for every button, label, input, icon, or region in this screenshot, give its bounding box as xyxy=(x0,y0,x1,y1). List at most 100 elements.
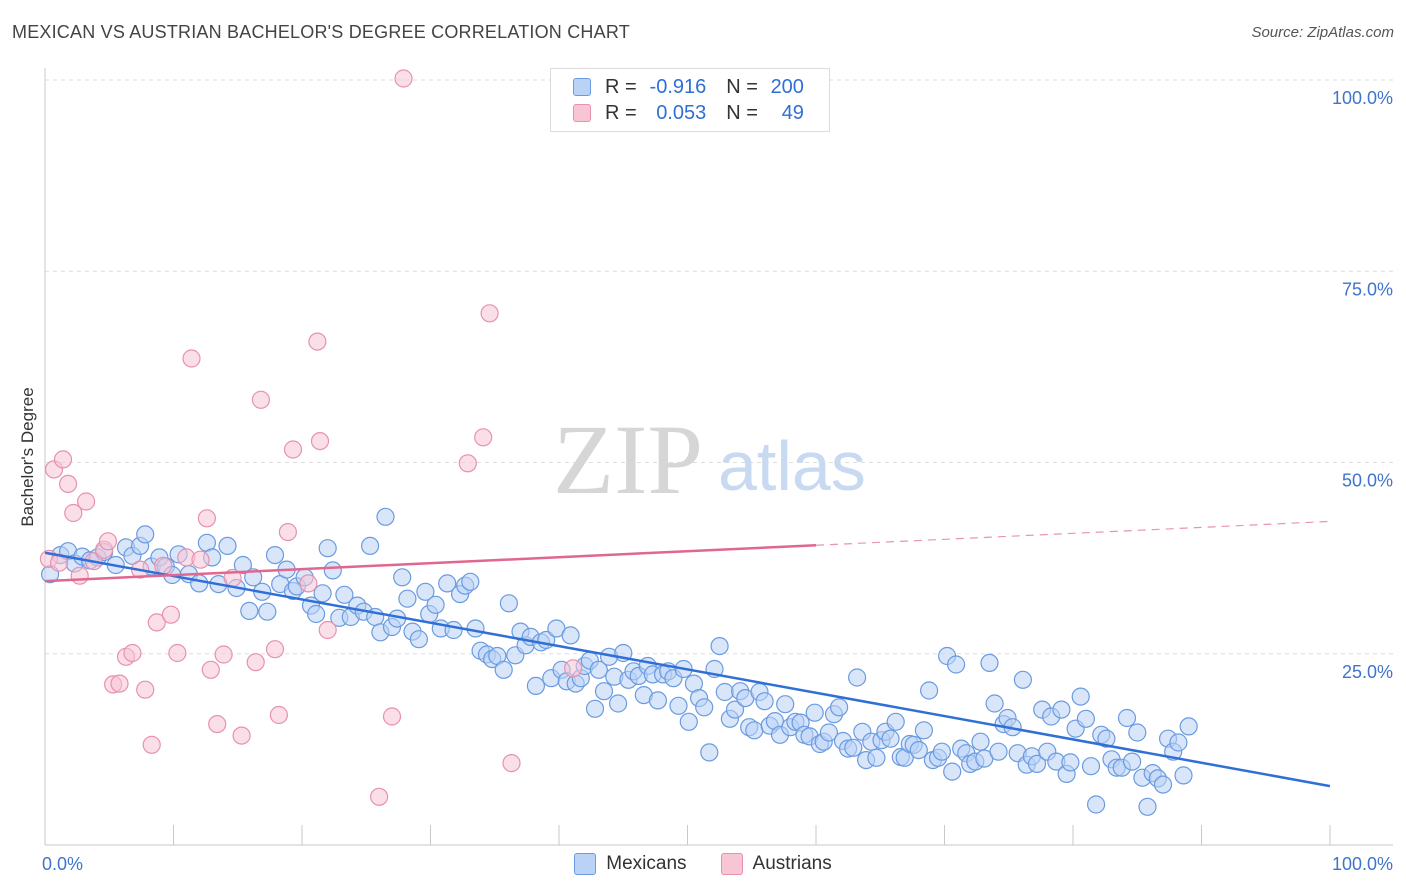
austrians-point xyxy=(251,390,270,409)
mexicans-trend-line xyxy=(44,551,1331,788)
austrians-point xyxy=(70,566,89,585)
austrians-point xyxy=(53,450,73,469)
mexicans-point xyxy=(526,676,546,696)
mexicans-point xyxy=(886,712,905,731)
tick-labels: 25.0% 50.0% 75.0% 100.0% 0.0% 100.0% xyxy=(42,88,1393,874)
mexicans-point xyxy=(914,721,934,740)
watermark: ZIP atlas xyxy=(553,404,866,515)
series-label-mexicans: Mexicans xyxy=(606,853,687,874)
mexicans-point xyxy=(1081,757,1101,776)
mexicans-point xyxy=(307,604,326,624)
mexicans-point xyxy=(847,668,867,687)
mexicans-point xyxy=(409,630,428,649)
austrians-point xyxy=(123,643,142,663)
series-swatch-austrians xyxy=(720,853,743,875)
austrians-point xyxy=(502,753,521,773)
mexicans-point xyxy=(190,574,209,593)
mexicans-point xyxy=(1013,670,1033,689)
mexicans-point xyxy=(679,712,698,731)
mexicans-point xyxy=(1086,795,1106,814)
austrians-point xyxy=(98,532,118,551)
mexicans-point xyxy=(669,696,688,715)
y-tick-label: 50.0% xyxy=(1342,471,1393,491)
legend-swatch-mexicans xyxy=(573,78,591,96)
austrians-point xyxy=(58,474,78,493)
mexicans-point xyxy=(426,595,445,614)
mexicans-point xyxy=(393,568,412,587)
mexicans-point xyxy=(819,723,839,742)
axes xyxy=(44,68,1393,846)
austrians-point xyxy=(208,714,227,734)
mexicans-point xyxy=(755,692,774,711)
mexicans-point xyxy=(218,536,237,556)
mexicans-point xyxy=(700,743,719,762)
mexicans-point xyxy=(715,682,734,702)
mexicans-point xyxy=(1061,753,1080,772)
mexicans-point xyxy=(829,698,849,717)
austrians-point xyxy=(154,556,173,575)
mexicans-point xyxy=(919,681,939,700)
austrians-point xyxy=(168,643,187,663)
mexicans-point xyxy=(323,561,342,580)
mexicans-point xyxy=(1071,687,1090,706)
mexicans-point xyxy=(805,703,824,722)
series-swatch-mexicans xyxy=(574,853,597,875)
legend-n-value: 49 xyxy=(781,101,804,124)
mexicans-point xyxy=(1117,708,1137,728)
mexicans-point xyxy=(585,699,605,718)
source-credit: Source: ZipAtlas.com xyxy=(1251,24,1394,41)
y-tick-label: 25.0% xyxy=(1342,662,1393,682)
mexicans-point xyxy=(398,589,417,608)
mexicans-point xyxy=(244,568,263,587)
austrians-point xyxy=(382,707,402,726)
austrians-point xyxy=(110,674,129,693)
mexicans-point xyxy=(1179,717,1198,736)
series-legend-austrians: Austrians xyxy=(720,853,832,875)
mexicans-point xyxy=(989,742,1008,761)
austrians-trend-line xyxy=(44,544,817,583)
mexicans-point xyxy=(1138,797,1157,816)
legend-r-key: R = xyxy=(605,101,637,124)
austrians-point xyxy=(394,69,413,88)
mexicans-point xyxy=(1169,733,1188,752)
austrians-point xyxy=(214,645,233,664)
austrians-point xyxy=(201,660,220,679)
austrians-point xyxy=(299,574,318,593)
mexicans-point xyxy=(608,694,628,713)
mexicans-point xyxy=(710,636,729,656)
mexicans-point xyxy=(1153,775,1173,794)
austrians-point xyxy=(182,349,201,368)
legend-n-value: 200 xyxy=(770,75,804,98)
austrians-point xyxy=(191,550,210,569)
series-legend-mexicans: Mexicans xyxy=(574,853,687,875)
mexicans-point xyxy=(444,620,463,640)
mexicans-point xyxy=(361,536,380,556)
legend-r-value: -0.916 xyxy=(649,75,707,98)
austrians-point xyxy=(283,440,303,459)
mexicans-point xyxy=(416,582,435,601)
mexicans-point xyxy=(1122,752,1142,771)
austrians-point xyxy=(232,726,251,745)
x-tick-label: 100.0% xyxy=(1332,854,1393,874)
mexicans-point xyxy=(494,660,513,679)
mexicans-point xyxy=(745,721,764,740)
mexicans-point xyxy=(971,732,990,751)
series-label-austrians: Austrians xyxy=(752,853,832,874)
austrians-point xyxy=(64,503,83,523)
mexicans-point xyxy=(932,742,952,761)
austrians-point xyxy=(76,492,96,511)
mexicans-point xyxy=(240,601,259,621)
mexicans-point xyxy=(461,572,480,591)
y-tick-label: 100.0% xyxy=(1332,88,1393,108)
mexicans-point xyxy=(1097,729,1116,748)
mexicans-point xyxy=(725,700,745,719)
mexicans-point xyxy=(980,653,999,673)
mexicans-point xyxy=(589,660,608,679)
mexicans-point xyxy=(318,539,337,558)
mexicans-point xyxy=(335,585,354,604)
austrians-points xyxy=(39,69,583,806)
y-axis-label: Bachelor's Degree xyxy=(18,387,37,527)
legend-n-key: N = xyxy=(726,101,758,124)
legend-row-mexicans: R = -0.916 N = 200 xyxy=(573,74,804,100)
